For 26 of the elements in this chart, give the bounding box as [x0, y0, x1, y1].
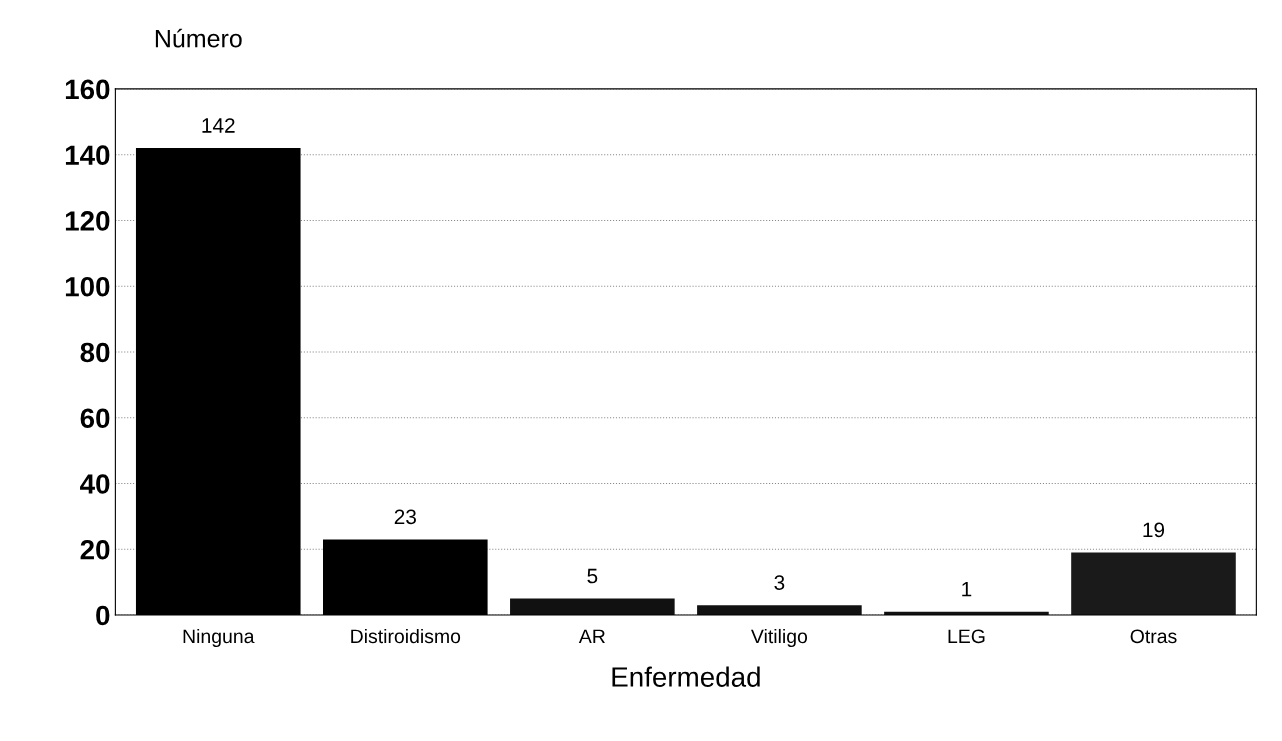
- y-tick-label: 120: [65, 211, 110, 231]
- data-label: 142: [202, 118, 235, 133]
- y-tick-label: 40: [80, 474, 110, 494]
- y-tick-label: 100: [65, 276, 110, 297]
- bar: [510, 598, 675, 616]
- x-tick-label: LEG: [948, 629, 985, 644]
- y-tick-label: 0: [96, 605, 110, 626]
- data-label: 23: [394, 509, 416, 525]
- x-tick-label: Ninguna: [183, 628, 255, 648]
- bar: [1071, 552, 1236, 616]
- data-label: 5: [587, 568, 598, 584]
- y-tick-label: 80: [80, 342, 110, 363]
- y-tick-label: 160: [65, 79, 110, 100]
- x-tick-label: Distiroidismo: [351, 628, 461, 644]
- x-tick-label: Vitiligo: [751, 628, 808, 648]
- y-tick-label: 20: [80, 539, 110, 560]
- bar: [697, 605, 862, 616]
- x-tick-label: Otras: [1130, 629, 1177, 644]
- data-label: 3: [774, 575, 785, 590]
- y-tick-label: 60: [80, 408, 110, 429]
- x-tick-label: AR: [578, 629, 605, 644]
- y-axis-title: Número: [155, 28, 242, 48]
- data-label: 1: [962, 581, 972, 597]
- data-label: 19: [1143, 522, 1165, 538]
- x-axis-title: Enfermedad: [612, 666, 760, 687]
- y-tick-label: 140: [65, 145, 110, 166]
